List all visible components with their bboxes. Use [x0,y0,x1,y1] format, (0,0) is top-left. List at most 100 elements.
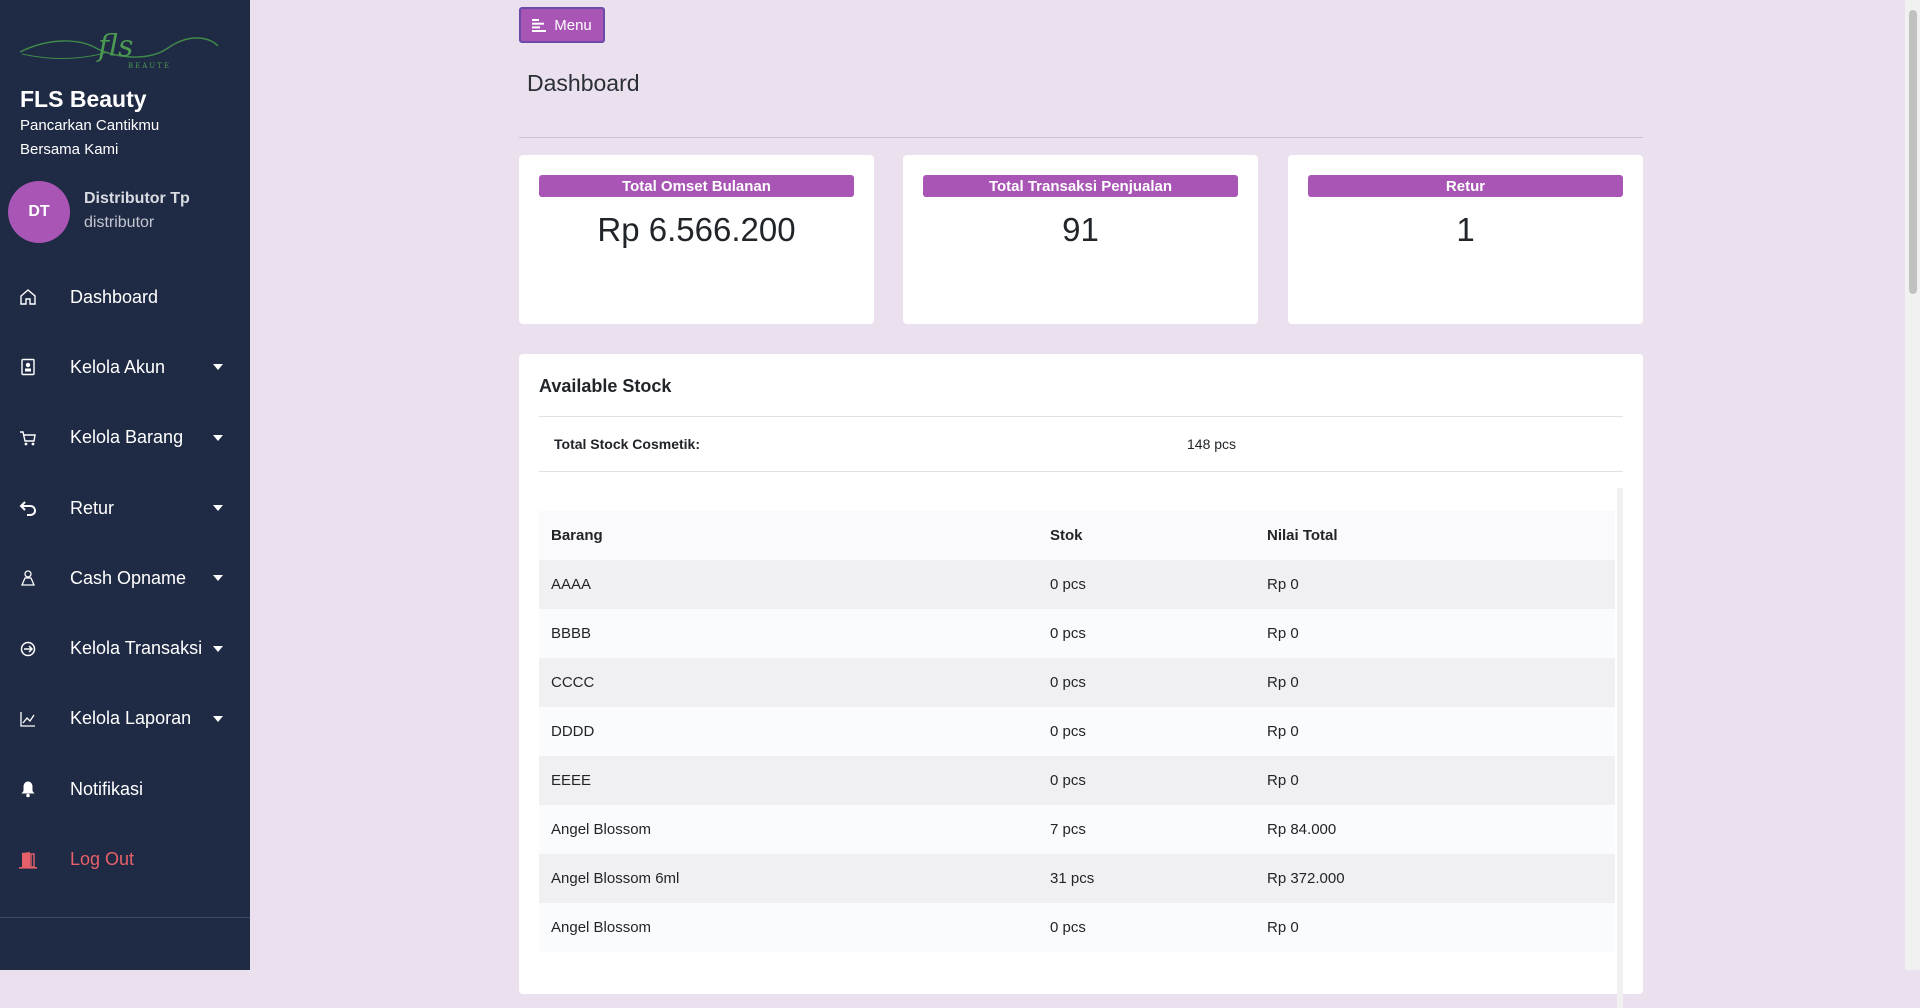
brand-logo: fls BEAUTE [19,29,219,70]
cell-stok: 0 pcs [1050,919,1086,936]
table-row: DDDD 0 pcs Rp 0 [539,707,1615,756]
sidebar-item-label: Dashboard [70,286,159,307]
sidebar-item-label: Notifikasi [70,778,144,799]
divider [539,471,1623,472]
cell-nilai-total: Rp 0 [1267,674,1299,691]
cell-stok: 0 pcs [1050,723,1086,740]
chevron-down-icon [213,505,223,512]
sidebar-item-dashboard[interactable]: Dashboard [0,262,250,332]
user-role: distributor [84,214,155,231]
bell-icon [18,779,38,799]
table-row: BBBB 0 pcs Rp 0 [539,609,1615,658]
chevron-down-icon [213,364,223,371]
menu-button-label: Menu [554,16,592,34]
cell-nilai-total: Rp 0 [1267,625,1299,642]
cell-stok: 0 pcs [1050,625,1086,642]
cell-barang: EEEE [551,772,592,789]
svg-text:fls: fls [96,29,133,64]
stat-card-omset: Total Omset Bulanan Rp 6.566.200 [519,155,874,324]
sidebar-item-kelola-barang[interactable]: Kelola Barang [0,403,250,473]
chevron-down-icon [213,645,223,652]
chevron-down-icon [213,575,223,582]
stat-card-label: Total Transaksi Penjualan [923,175,1238,197]
cell-barang: CCCC [551,674,595,691]
menu-toggle-button[interactable]: Menu [519,7,605,43]
cell-barang: Angel Blossom 6ml [551,870,680,887]
table-row: AAAA 0 pcs Rp 0 [539,560,1615,609]
stock-title: Available Stock [539,376,672,396]
cell-stok: 0 pcs [1050,674,1086,691]
sidebar-item-label: Kelola Laporan [70,708,192,729]
cell-nilai-total: Rp 0 [1267,919,1299,936]
transaction-icon [18,639,38,659]
return-icon [18,498,38,518]
home-icon [18,287,38,307]
cell-stok: 0 pcs [1050,772,1086,789]
column-header-nilai-total: Nilai Total [1255,511,1615,560]
cell-barang: Angel Blossom [551,919,652,936]
sidebar-item-label: Kelola Barang [70,427,184,448]
table-row: EEEE 0 pcs Rp 0 [539,756,1615,805]
sidebar-item-label: Log Out [70,849,135,870]
logout-icon [18,850,38,870]
menu-icon [532,18,547,32]
table-row: Angel Blossom 6ml 31 pcs Rp 372.000 [539,854,1615,903]
brand-name: FLS Beauty [20,86,147,112]
column-header-barang: Barang [539,511,1038,560]
cell-stok: 7 pcs [1050,821,1086,838]
table-row: Angel Blossom 0 pcs Rp 0 [539,903,1615,952]
account-icon [18,357,38,377]
table-header-row: Barang Stok Nilai Total [539,511,1615,560]
user-name: Distributor Tp [84,190,190,207]
cash-icon [18,568,38,588]
sidebar-item-retur[interactable]: Retur [0,473,250,543]
sidebar-item-kelola-transaksi[interactable]: Kelola Transaksi [0,613,250,683]
chevron-down-icon [213,434,223,441]
total-stock-label: Total Stock Cosmetik: [554,436,700,452]
stat-card-value: 91 [1062,211,1099,248]
page-scrollbar-thumb[interactable] [1909,10,1917,294]
chevron-down-icon [213,715,223,722]
stat-card-value: Rp 6.566.200 [597,211,796,248]
sidebar-item-label: Kelola Akun [70,356,166,377]
cell-nilai-total: Rp 84.000 [1267,821,1337,838]
column-header-stok: Stok [1038,511,1255,560]
sidebar-item-logout[interactable]: Log Out [0,824,250,894]
table-row: Angel Blossom 7 pcs Rp 84.000 [539,805,1615,854]
title-divider [519,137,1643,138]
stock-table: Barang Stok Nilai Total AAAA 0 pcs Rp 0 … [539,511,1615,952]
available-stock-panel: Available Stock Total Stock Cosmetik: 14… [519,354,1643,1008]
svg-text:BEAUTE: BEAUTE [128,62,171,70]
cell-nilai-total: Rp 0 [1267,723,1299,740]
stat-card-label: Total Omset Bulanan [539,175,854,197]
brand-tagline: Pancarkan Cantikmu Bersama Kami [20,117,160,158]
total-stock-value: 148 pcs [1187,436,1237,452]
cell-nilai-total: Rp 0 [1267,576,1299,593]
page-title: Dashboard [527,70,640,96]
cell-stok: 0 pcs [1050,576,1086,593]
cell-nilai-total: Rp 0 [1267,772,1299,789]
sidebar-item-label: Retur [70,497,115,518]
cell-nilai-total: Rp 372.000 [1267,870,1345,887]
cell-barang: DDDD [551,723,595,740]
sidebar-item-label: Cash Opname [70,567,187,588]
sidebar: fls BEAUTE FLS Beauty Pancarkan Cantikmu… [0,0,250,970]
stat-card-retur: Retur 1 [1288,155,1643,324]
sidebar-item-cash-opname[interactable]: Cash Opname [0,543,250,613]
sidebar-item-notifikasi[interactable]: Notifikasi [0,754,250,824]
stat-card-label: Retur [1308,175,1623,197]
report-chart-icon [18,709,38,729]
sidebar-item-kelola-akun[interactable]: Kelola Akun [0,332,250,402]
sidebar-divider [0,917,250,918]
table-scrollbar[interactable] [1617,488,1623,1008]
stat-card-transaksi: Total Transaksi Penjualan 91 [903,155,1258,324]
cart-icon [18,428,38,448]
divider [539,416,1623,417]
cell-barang: Angel Blossom [551,821,652,838]
table-row: CCCC 0 pcs Rp 0 [539,658,1615,707]
sidebar-item-kelola-laporan[interactable]: Kelola Laporan [0,684,250,754]
stat-card-value: 1 [1456,211,1475,248]
cell-barang: AAAA [551,576,592,593]
avatar[interactable]: DT [8,181,70,243]
cell-barang: BBBB [551,625,592,642]
